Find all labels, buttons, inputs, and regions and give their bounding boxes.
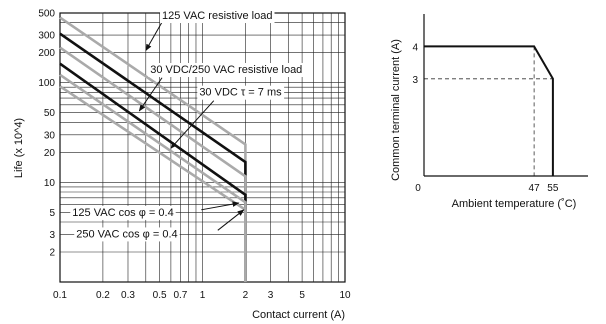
- life-chart: 0.1 0.2 0.3 0.5 0.7 1 2 3 5 10 2 3 5 10 20 30 50 100 200 3…: [13, 9, 351, 322]
- x-tick-label: 5: [299, 290, 305, 301]
- series-line-gray1: [59, 16, 247, 282]
- life-x-axis-title: Contact current (A): [252, 309, 345, 321]
- x-tick-label: 1: [200, 290, 206, 301]
- y-tick-label: 2: [49, 247, 55, 258]
- life-series-group: [59, 16, 247, 282]
- x-tick-label: 0.5: [153, 290, 167, 301]
- annotation-arrow: [145, 21, 163, 52]
- x-tick-label: 47: [529, 183, 541, 194]
- annotation-30vdc-tau: 30 VDC τ = 7 ms: [199, 87, 282, 99]
- x-tick-label: 0.1: [53, 290, 67, 301]
- annotation-arrows: [138, 21, 245, 231]
- derating-x-ticks: 0 47 55: [415, 183, 559, 194]
- y-tick-label: 3: [49, 230, 55, 241]
- life-y-axis-title: Life (x 10^4): [13, 118, 25, 178]
- y-tick-label: 500: [38, 9, 55, 20]
- derating-chart: 0 47 55 34 Ambient temperature (˚C) Common…: [390, 14, 588, 210]
- derating-x-axis-title: Ambient temperature (˚C): [452, 198, 577, 210]
- derating-y-ticks: 34: [412, 42, 418, 85]
- annotation-backdrop: [160, 9, 275, 24]
- annotation-backdrop: [197, 85, 285, 100]
- annotation-backdrop: [70, 205, 176, 220]
- x-tick-label: 10: [339, 290, 351, 301]
- y-tick-label: 3: [412, 75, 418, 86]
- annotation-30vdc-250vac-resistive: 30 VDC/250 VAC resistive load: [150, 64, 302, 76]
- derating-series-group: [424, 45, 554, 176]
- annotation-125vac-resistive: 125 VAC resistive load: [162, 10, 272, 22]
- y-tick-label: 100: [38, 78, 55, 89]
- x-tick-label: 3: [268, 290, 274, 301]
- x-tick-label: 0: [415, 183, 421, 194]
- annotation-250vac-cos: 250 VAC cos φ = 0.4: [76, 228, 177, 240]
- life-annotations: 125 VAC resistive load 30 VDC/250 VAC re…: [70, 9, 305, 242]
- annotation-arrow: [138, 77, 163, 112]
- annotation-arrow: [201, 201, 240, 211]
- x-tick-label: 0.2: [96, 290, 110, 301]
- derating-y-axis-title: Common terminal current (A): [390, 39, 402, 181]
- x-tick-label: 2: [243, 290, 249, 301]
- y-tick-label: 200: [38, 48, 55, 59]
- annotation-backdrop: [74, 227, 180, 242]
- annotation-arrow: [170, 100, 215, 149]
- annotation-125vac-cos: 125 VAC cos φ = 0.4: [72, 207, 173, 219]
- y-tick-label: 5: [49, 208, 55, 219]
- y-tick-label: 300: [38, 31, 55, 42]
- y-tick-label: 30: [44, 130, 56, 141]
- annotation-arrow: [217, 209, 245, 231]
- life-y-ticks: 2 3 5 10 20 30 50 100 200 300 500: [38, 9, 55, 259]
- annotation-backdrop: [148, 63, 305, 78]
- y-tick-label: 4: [412, 42, 418, 53]
- y-tick-label: 50: [44, 108, 56, 119]
- y-tick-label: 20: [44, 148, 56, 159]
- x-tick-label: 0.3: [121, 290, 135, 301]
- y-tick-label: 10: [44, 178, 56, 189]
- series-line-derating: [424, 45, 554, 176]
- life-x-ticks: 0.1 0.2 0.3 0.5 0.7 1 2 3 5 10: [53, 290, 351, 301]
- x-tick-label: 55: [547, 183, 559, 194]
- x-tick-label: 0.7: [173, 290, 187, 301]
- derating-guides: [424, 46, 553, 176]
- series-line-gray4: [59, 85, 247, 282]
